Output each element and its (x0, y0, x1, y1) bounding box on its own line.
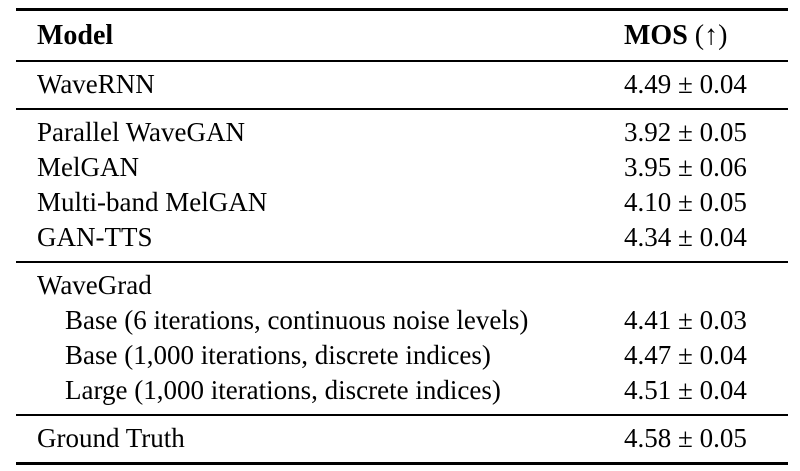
table-row: Multi-band MelGAN 4.10 ± 0.05 (16, 185, 788, 220)
model-cell: GAN-TTS (37, 222, 153, 252)
table-row: Parallel WaveGAN 3.92 ± 0.05 (16, 115, 788, 150)
table-row: Ground Truth 4.58 ± 0.05 (16, 421, 788, 456)
table-top-rule (16, 8, 788, 11)
mos-cell: 4.49 ± 0.04 (624, 69, 747, 99)
section-rule (16, 261, 788, 263)
table-row: MelGAN 3.95 ± 0.06 (16, 150, 788, 185)
mos-cell: 3.92 ± 0.05 (624, 117, 747, 147)
model-cell: WaveRNN (37, 69, 155, 99)
table-row: GAN-TTS 4.34 ± 0.04 (16, 220, 788, 255)
section-gan-baselines: Parallel WaveGAN 3.92 ± 0.05 MelGAN 3.95… (16, 110, 788, 261)
mos-cell: 4.47 ± 0.04 (624, 340, 747, 370)
section-wavernn: WaveRNN 4.49 ± 0.04 (16, 62, 788, 108)
model-cell: Ground Truth (37, 423, 185, 453)
model-cell: Multi-band MelGAN (37, 187, 268, 217)
section-rule (16, 108, 788, 110)
mos-header-label: MOS (624, 20, 688, 51)
model-header-label: Model (37, 20, 114, 51)
model-cell: Base (6 iterations, continuous noise lev… (65, 305, 529, 335)
mos-cell: 4.51 ± 0.04 (624, 375, 747, 405)
model-cell: Large (1,000 iterations, discrete indice… (65, 375, 501, 405)
mos-cell: 4.34 ± 0.04 (624, 222, 747, 252)
mos-header-up-arrow: (↑) (687, 20, 728, 51)
mos-cell: 4.41 ± 0.03 (624, 305, 747, 335)
table-row: Base (1,000 iterations, discrete indices… (16, 338, 788, 373)
model-cell: WaveGrad (37, 270, 152, 300)
table-bottom-rule (16, 462, 788, 465)
section-ground-truth: Ground Truth 4.58 ± 0.05 (16, 416, 788, 462)
mos-cell: 3.95 ± 0.06 (624, 152, 747, 182)
results-table: Model MOS (↑) WaveRNN 4.49 ± 0.04 Parall… (16, 8, 788, 465)
model-cell: MelGAN (37, 152, 139, 182)
table-header-row: Model MOS (↑) (16, 11, 788, 60)
table-row: Large (1,000 iterations, discrete indice… (16, 373, 788, 408)
table-row: Base (6 iterations, continuous noise lev… (16, 303, 788, 338)
model-cell: Parallel WaveGAN (37, 117, 246, 147)
section-rule (16, 414, 788, 416)
mos-cell: 4.10 ± 0.05 (624, 187, 747, 217)
model-cell: Base (1,000 iterations, discrete indices… (65, 340, 491, 370)
mos-cell: 4.58 ± 0.05 (624, 423, 747, 453)
table-row: WaveGrad (16, 268, 788, 303)
model-column-header: Model (16, 18, 624, 53)
section-wavegrad: WaveGrad Base (6 iterations, continuous … (16, 263, 788, 414)
header-rule (16, 60, 788, 62)
table-row: WaveRNN 4.49 ± 0.04 (16, 67, 788, 102)
mos-column-header: MOS (↑) (624, 18, 788, 53)
